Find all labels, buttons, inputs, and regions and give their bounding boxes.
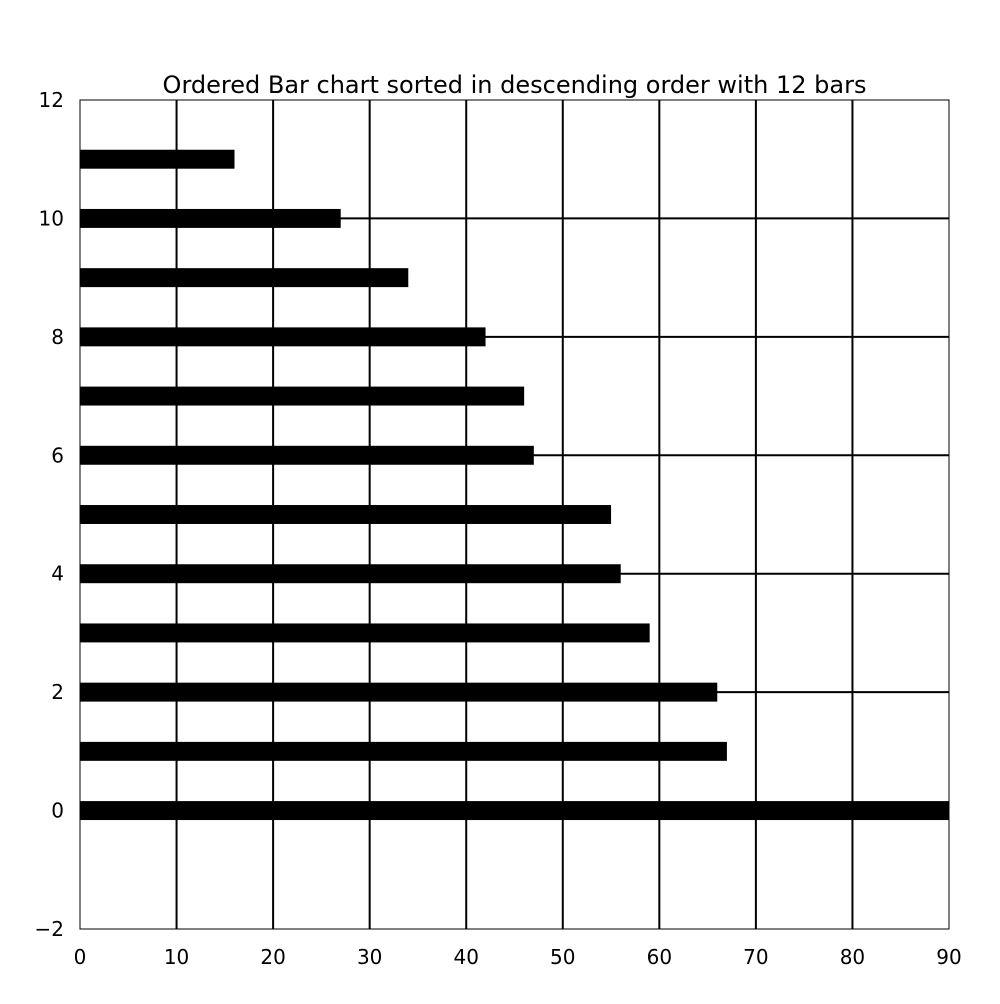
plot-frame (79, 99, 950, 930)
bar (80, 149, 235, 169)
x-tick-label: 20 (260, 945, 285, 969)
x-tick-label: 10 (164, 945, 189, 969)
bar (80, 268, 409, 288)
x-tick-label: 30 (357, 945, 382, 969)
y-tick-label: 6 (51, 443, 64, 467)
x-tick-label: 80 (840, 945, 865, 969)
bar (80, 741, 727, 761)
bar (80, 801, 949, 821)
x-tick-label: 50 (550, 945, 575, 969)
y-tick-label: 12 (39, 88, 64, 112)
x-tick-label: 70 (743, 945, 768, 969)
x-tick-label: 40 (453, 945, 478, 969)
bar (80, 682, 718, 702)
y-axis-ticks: −2 0 2 4 6 8 10 12 (35, 88, 64, 941)
x-tick-label: 0 (74, 945, 87, 969)
bar (80, 564, 621, 584)
y-tick-label: 10 (39, 206, 64, 230)
bar (80, 623, 650, 643)
y-tick-label: 0 (51, 799, 64, 823)
x-axis-ticks: 0 10 20 30 40 50 60 70 80 90 (74, 945, 962, 969)
bar (80, 445, 534, 465)
bar (80, 327, 486, 347)
bars (80, 149, 949, 821)
y-tick-label: 2 (51, 680, 64, 704)
x-tick-label: 90 (936, 945, 961, 969)
x-tick-label: 60 (647, 945, 672, 969)
bar (80, 505, 612, 524)
bar (80, 386, 525, 406)
bar (80, 208, 341, 228)
chart-title: Ordered Bar chart sorted in descending o… (163, 71, 867, 99)
y-tick-label: 8 (51, 325, 64, 349)
y-tick-label: 4 (51, 562, 64, 586)
y-tick-label: −2 (35, 917, 64, 941)
